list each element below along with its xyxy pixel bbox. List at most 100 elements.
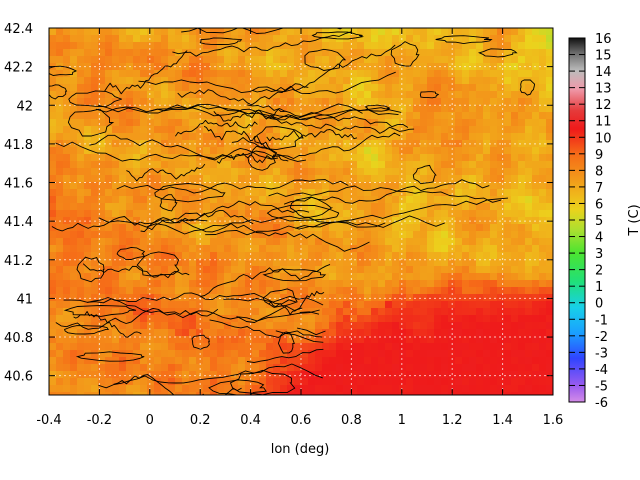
heatmap-cell bbox=[392, 49, 400, 57]
heatmap-cell bbox=[231, 245, 239, 253]
heatmap-cell bbox=[161, 77, 169, 85]
x-tick-label: 0.2 bbox=[190, 413, 211, 428]
heatmap-cell bbox=[91, 294, 99, 302]
heatmap-cell bbox=[455, 112, 463, 120]
heatmap-cell bbox=[294, 252, 302, 260]
heatmap-cell bbox=[70, 301, 78, 309]
heatmap-cell bbox=[476, 371, 484, 379]
heatmap-cell bbox=[119, 273, 127, 281]
contour-line bbox=[68, 90, 122, 108]
heatmap-cell bbox=[140, 112, 148, 120]
x-tick-label: 1 bbox=[398, 413, 406, 428]
heatmap-cell bbox=[266, 126, 274, 134]
heatmap-cell bbox=[280, 105, 288, 113]
heatmap-cell bbox=[350, 280, 358, 288]
heatmap-cell bbox=[217, 112, 225, 120]
heatmap-cell bbox=[392, 203, 400, 211]
heatmap-cell bbox=[406, 266, 414, 274]
heatmap-cell bbox=[301, 189, 309, 197]
heatmap-cell bbox=[462, 280, 470, 288]
heatmap-cell bbox=[504, 133, 512, 141]
heatmap-cell bbox=[539, 210, 547, 218]
heatmap-cell bbox=[399, 28, 407, 36]
heatmap-cell bbox=[525, 259, 533, 267]
heatmap-cell bbox=[287, 126, 295, 134]
heatmap-cell bbox=[462, 84, 470, 92]
heatmap-cell bbox=[49, 315, 57, 323]
heatmap-cell bbox=[203, 126, 211, 134]
heatmap-cell bbox=[357, 378, 365, 386]
heatmap-cell bbox=[406, 238, 414, 246]
heatmap-cell bbox=[497, 371, 505, 379]
heatmap-cell bbox=[49, 49, 57, 57]
heatmap-cell bbox=[329, 140, 337, 148]
heatmap-cell bbox=[490, 49, 498, 57]
heatmap-cell bbox=[147, 28, 155, 36]
heatmap-cell bbox=[462, 175, 470, 183]
heatmap-cell bbox=[315, 287, 323, 295]
heatmap-cell bbox=[189, 70, 197, 78]
heatmap-cell bbox=[259, 84, 267, 92]
heatmap-cell bbox=[175, 287, 183, 295]
heatmap-cell bbox=[392, 224, 400, 232]
heatmap-cell bbox=[511, 42, 519, 50]
heatmap-cell bbox=[455, 56, 463, 64]
heatmap-cell bbox=[462, 378, 470, 386]
heatmap-cell bbox=[63, 35, 71, 43]
heatmap-cell bbox=[392, 322, 400, 330]
heatmap-cell bbox=[245, 266, 253, 274]
heatmap-cell bbox=[308, 35, 316, 43]
heatmap-cell bbox=[140, 35, 148, 43]
heatmap-cell bbox=[371, 56, 379, 64]
heatmap-cell bbox=[406, 322, 414, 330]
heatmap-cell bbox=[525, 175, 533, 183]
heatmap-cell bbox=[98, 112, 106, 120]
heatmap-cell bbox=[112, 42, 120, 50]
heatmap-cell bbox=[231, 280, 239, 288]
heatmap-cell bbox=[427, 70, 435, 78]
heatmap-cell bbox=[49, 308, 57, 316]
heatmap-cell bbox=[294, 189, 302, 197]
heatmap-cell bbox=[497, 70, 505, 78]
heatmap-cell bbox=[140, 42, 148, 50]
heatmap-cell bbox=[455, 245, 463, 253]
heatmap-cell bbox=[203, 350, 211, 358]
heatmap-cell bbox=[91, 56, 99, 64]
heatmap-cell bbox=[406, 336, 414, 344]
heatmap-cell bbox=[77, 210, 85, 218]
heatmap-cell bbox=[350, 392, 358, 395]
heatmap-cell bbox=[126, 98, 134, 106]
heatmap-cell bbox=[63, 308, 71, 316]
heatmap-cell bbox=[140, 70, 148, 78]
heatmap-cell bbox=[98, 371, 106, 379]
heatmap-cell bbox=[63, 280, 71, 288]
heatmap-cell bbox=[210, 392, 218, 395]
heatmap-cell bbox=[406, 273, 414, 281]
heatmap-cell bbox=[441, 280, 449, 288]
heatmap-cell bbox=[49, 203, 57, 211]
heatmap-cell bbox=[434, 308, 442, 316]
heatmap-cell bbox=[133, 266, 141, 274]
heatmap-cell bbox=[497, 245, 505, 253]
heatmap-cell bbox=[392, 70, 400, 78]
heatmap-cell bbox=[539, 329, 547, 337]
heatmap-cell bbox=[434, 196, 442, 204]
heatmap-cell bbox=[343, 70, 351, 78]
heatmap-cell bbox=[476, 273, 484, 281]
heatmap-cell bbox=[84, 294, 92, 302]
heatmap-cell bbox=[77, 378, 85, 386]
heatmap-cell bbox=[406, 35, 414, 43]
heatmap-cell bbox=[546, 84, 553, 92]
heatmap-cell bbox=[210, 378, 218, 386]
heatmap-cell bbox=[511, 280, 519, 288]
heatmap-cell bbox=[364, 210, 372, 218]
heatmap-cell bbox=[182, 273, 190, 281]
heatmap-cell bbox=[357, 154, 365, 162]
heatmap-cell bbox=[294, 336, 302, 344]
heatmap-cell bbox=[385, 210, 393, 218]
heatmap-cell bbox=[336, 322, 344, 330]
heatmap-cell bbox=[434, 357, 442, 365]
heatmap-cell bbox=[280, 154, 288, 162]
heatmap-cell bbox=[287, 105, 295, 113]
heatmap-cell bbox=[301, 147, 309, 155]
